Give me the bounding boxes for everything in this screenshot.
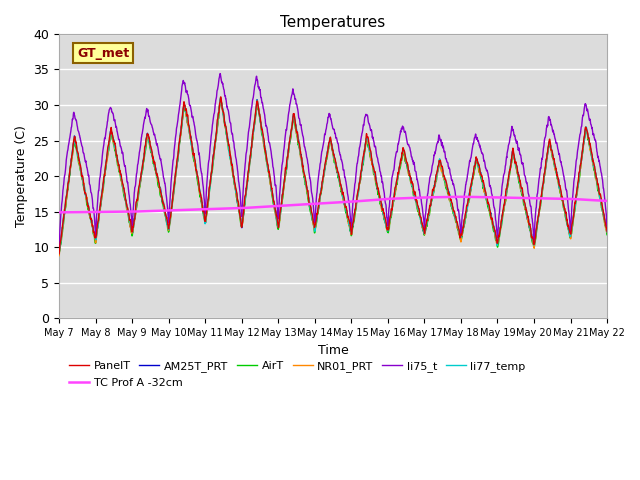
Title: Temperatures: Temperatures <box>280 15 386 30</box>
Text: GT_met: GT_met <box>77 47 129 60</box>
Y-axis label: Temperature (C): Temperature (C) <box>15 125 28 227</box>
X-axis label: Time: Time <box>317 344 349 357</box>
Legend: TC Prof A -32cm: TC Prof A -32cm <box>65 373 187 393</box>
